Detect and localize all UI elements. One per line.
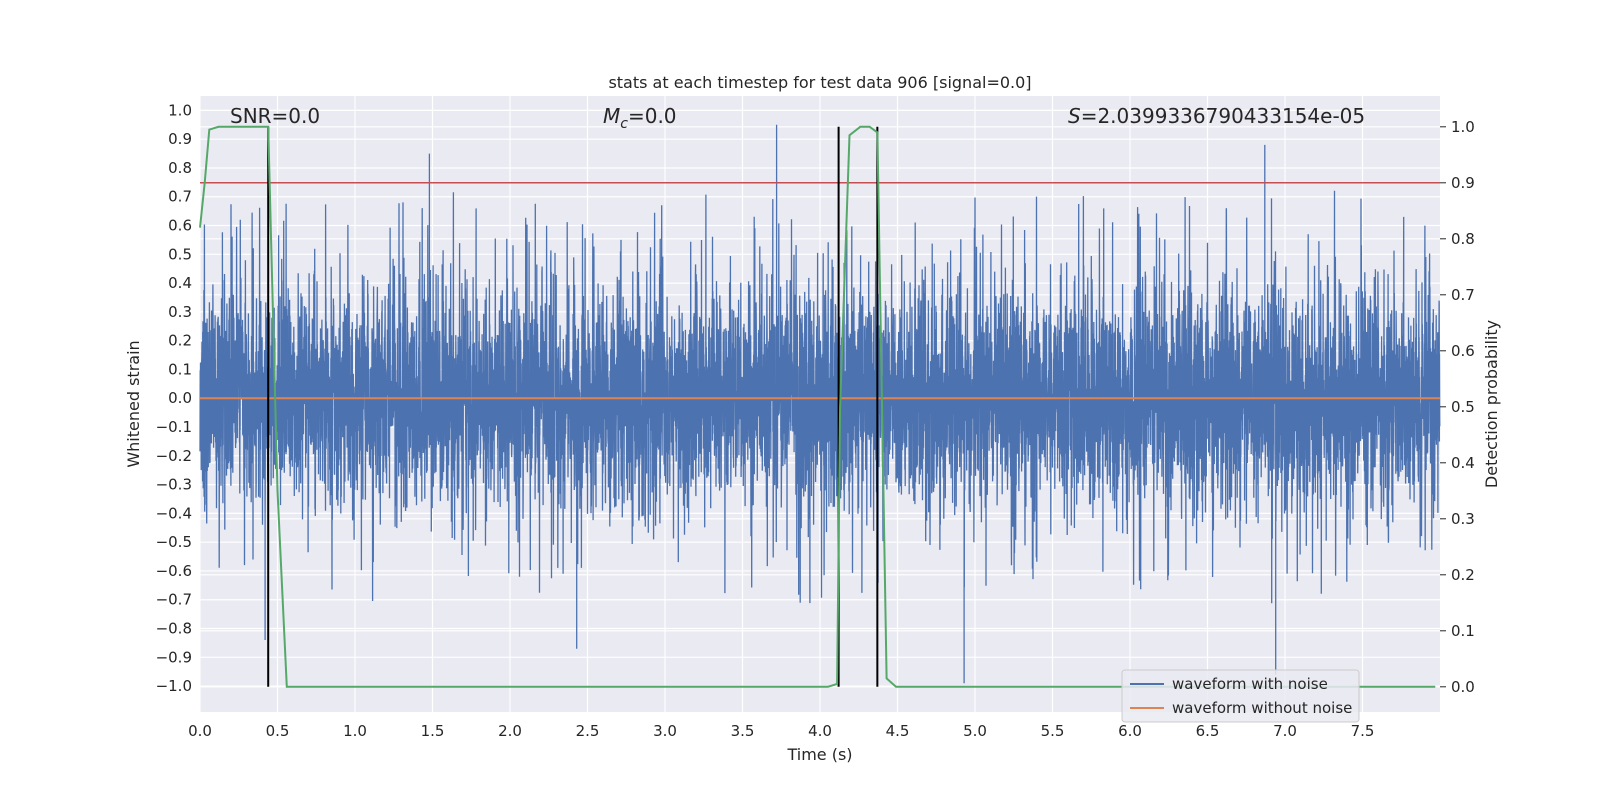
x-tick-label: 6.5: [1196, 722, 1220, 740]
x-tick-label: 2.5: [576, 722, 600, 740]
y-right-tick-label: 0.7: [1451, 286, 1475, 304]
y-left-tick-label: 0.9: [168, 130, 192, 148]
waveform-with-noise-line: [199, 124, 1441, 684]
detection-probability-line: [199, 125, 1436, 688]
x-tick-label: 0.5: [266, 722, 290, 740]
s-annotation: S=2.0399336790433154e-05: [1068, 104, 1365, 128]
y-right-tick-label: 0.3: [1451, 510, 1475, 528]
chart-title: stats at each timestep for test data 906…: [608, 73, 1031, 92]
y-right-tick-label: 0.4: [1451, 454, 1475, 472]
legend-box: [1121, 669, 1360, 723]
series-layer: [199, 125, 1440, 688]
y-left-tick-label: 0.1: [168, 360, 192, 378]
y-right-tick-label: 0.2: [1451, 566, 1475, 584]
chirp-mass-subscript: c: [620, 116, 628, 132]
y-right-tick-label: 0.1: [1451, 622, 1475, 640]
y-left-tick-label: −0.6: [156, 562, 192, 580]
x-tick-label: 5.5: [1041, 722, 1065, 740]
chirp-mass-symbol: M: [603, 104, 620, 128]
legend-label-noise: waveform with noise: [1172, 675, 1328, 693]
y-left-tick-label: 0.2: [168, 332, 192, 350]
x-tick-label: 3.5: [731, 722, 755, 740]
x-tick-label: 6.0: [1118, 722, 1142, 740]
y-left-tick-label: −0.1: [156, 418, 192, 436]
x-tick-label: 2.0: [498, 722, 522, 740]
x-tick-label: 4.5: [886, 722, 910, 740]
y-right-tick-label: 0.0: [1451, 678, 1475, 696]
y-left-tick-label: 0.6: [168, 217, 192, 235]
y-left-tick-label: −0.7: [156, 591, 192, 609]
y-right-tick-label: 0.9: [1451, 174, 1475, 192]
x-tick-label: 7.0: [1273, 722, 1297, 740]
x-tick-label: 4.0: [808, 722, 832, 740]
y-left-tick-label: 0.3: [168, 303, 192, 321]
y-axis-left-label: Whitened strain: [124, 340, 143, 467]
legend-label-clean: waveform without noise: [1172, 699, 1352, 717]
axes-layer: 0.0 0.5 1.0 1.5 2.0 2.5 3.0 3.5 4.0 4.5 5.0 5.5 6.0 6…: [156, 101, 1475, 740]
snr-annotation: SNR=0.0: [230, 104, 320, 128]
y-left-tick-label: −0.4: [156, 504, 192, 522]
x-tick-label: 0.0: [188, 722, 212, 740]
y-axis-right-label: Detection probability: [1482, 320, 1501, 488]
y-right-tick-label: 1.0: [1451, 118, 1475, 136]
y-left-tick-label: −0.9: [156, 648, 192, 666]
s-symbol: S: [1068, 104, 1081, 128]
x-axis-label: Time (s): [786, 745, 852, 764]
s-value: =2.0399336790433154e-05: [1081, 104, 1365, 128]
y-left-tick-label: 0.0: [168, 389, 192, 407]
x-tick-label: 3.0: [653, 722, 677, 740]
chirp-mass-annotation: Mc=0.0: [603, 104, 677, 132]
chirp-mass-value: =0.0: [628, 104, 677, 128]
y-left-tick-label: 1.0: [168, 101, 192, 119]
x-tick-label: 1.5: [421, 722, 445, 740]
y-left-tick-label: 0.7: [168, 188, 192, 206]
y-left-tick-label: 0.4: [168, 274, 192, 292]
x-tick-label: 1.0: [343, 722, 367, 740]
legend: waveform with noise waveform without noi…: [1121, 669, 1360, 723]
y-left-tick-label: 0.5: [168, 245, 192, 263]
y-left-tick-label: −1.0: [156, 677, 192, 695]
y-left-tick-label: −0.5: [156, 533, 192, 551]
x-tick-label: 7.5: [1351, 722, 1375, 740]
y-left-tick-label: 0.8: [168, 159, 192, 177]
x-tick-label: 5.0: [963, 722, 987, 740]
y-left-tick-label: −0.8: [156, 620, 192, 638]
noise-series: [199, 124, 1441, 684]
y-left-tick-label: −0.2: [156, 447, 192, 465]
y-right-tick-label: 0.8: [1451, 230, 1475, 248]
y-right-tick-label: 0.5: [1451, 398, 1475, 416]
y-right-tick-label: 0.6: [1451, 342, 1475, 360]
y-left-tick-label: −0.3: [156, 476, 192, 494]
